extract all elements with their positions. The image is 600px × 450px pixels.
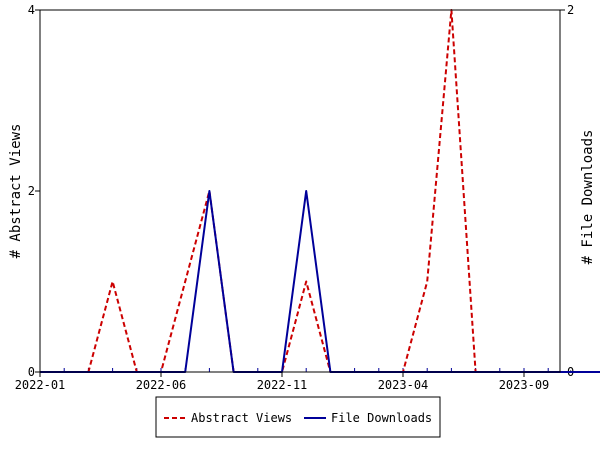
legend-label-abstract-views: Abstract Views (191, 411, 292, 425)
x-tick-label: 2022-06 (136, 378, 187, 392)
right-y-axis-label: # File Downloads (580, 130, 596, 265)
right-y-axis: 02 (560, 3, 574, 379)
x-tick-label: 2022-01 (15, 378, 66, 392)
legend-box (155, 396, 441, 438)
legend-label-file-downloads: File Downloads (331, 411, 432, 425)
x-tick-labels: 2022-012022-062022-112023-042023-092024-… (15, 372, 550, 392)
series-layer (40, 9, 600, 373)
left-y-axis: 0 2 4 (28, 3, 40, 379)
left-y-tick-label: 4 (28, 3, 35, 17)
left-y-tick-label: 2 (28, 184, 35, 198)
series-line-abstract-views (40, 9, 600, 373)
left-y-axis-label: # Abstract Views (8, 124, 24, 259)
x-tick-label: 2023-09 (499, 378, 550, 392)
series-line-file-downloads (40, 190, 600, 373)
plot-frame (39, 9, 561, 373)
right-y-tick-label: 2 (567, 3, 574, 17)
x-tick-label: 2023-04 (378, 378, 429, 392)
x-tick-label: 2022-11 (257, 378, 308, 392)
legend: Abstract Views File Downloads (155, 396, 441, 438)
left-y-tick-label: 0 (28, 365, 35, 379)
